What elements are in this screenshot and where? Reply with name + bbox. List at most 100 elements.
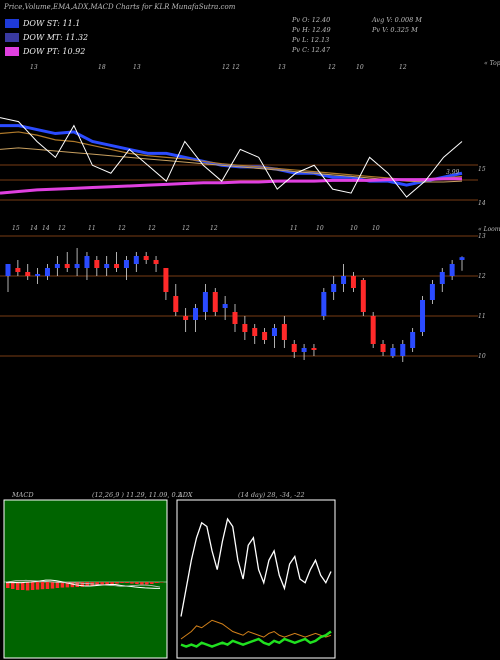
ema-axis-label: « Topo bbox=[484, 60, 500, 67]
price-date-label: 12 bbox=[148, 225, 156, 232]
macd-histogram-bar bbox=[55, 582, 60, 588]
macd-histogram-bar bbox=[50, 582, 55, 589]
price-date-label: 12 bbox=[210, 225, 218, 232]
macd-histogram-bar bbox=[130, 582, 134, 584]
candle-body bbox=[232, 312, 238, 324]
ema-date-label: 12 bbox=[328, 64, 336, 71]
adx-line bbox=[180, 517, 332, 617]
price-date-label: 12 bbox=[118, 225, 126, 232]
macd-histogram-bar bbox=[35, 582, 40, 590]
candle-body bbox=[64, 264, 70, 268]
macd-histogram-bar bbox=[45, 582, 50, 589]
macd-histogram-bar bbox=[95, 582, 99, 586]
ema-date-label: 12 bbox=[232, 64, 240, 71]
candle-body bbox=[449, 264, 455, 276]
candle-body bbox=[163, 268, 169, 292]
candle-body bbox=[212, 292, 218, 312]
ema-date-label: 12 bbox=[399, 64, 407, 71]
candle-body bbox=[281, 324, 287, 340]
candle-body bbox=[420, 300, 426, 332]
stat-pv-low: Pv L: 12.13 bbox=[292, 36, 330, 44]
price-date-label: 12 bbox=[58, 225, 66, 232]
candle-body bbox=[5, 264, 11, 276]
candle-body bbox=[193, 308, 199, 320]
macd-histogram-bar bbox=[85, 582, 89, 587]
price-date-label: 14 bbox=[30, 225, 38, 232]
ema-date-label: 10 bbox=[356, 64, 364, 71]
ema-date-label: 18 bbox=[98, 64, 106, 71]
candle-body bbox=[331, 284, 337, 292]
candle-body bbox=[242, 324, 248, 332]
macd-label: MACD bbox=[12, 491, 34, 499]
candle-body bbox=[390, 348, 396, 356]
macd-panel-frame bbox=[3, 499, 168, 659]
legend-label-pt: DOW PT: 10.92 bbox=[23, 46, 86, 56]
macd-histogram-bar bbox=[25, 582, 30, 591]
candle-body bbox=[25, 272, 31, 276]
candle-body bbox=[360, 280, 366, 312]
ema-y-label-14: 14 bbox=[478, 200, 486, 207]
candle-body bbox=[173, 296, 179, 312]
candle-body bbox=[74, 264, 80, 268]
candle-body bbox=[321, 292, 327, 316]
candle-body bbox=[311, 348, 317, 350]
legend-swatch-mt bbox=[5, 32, 19, 42]
price-date-label: 11 bbox=[88, 225, 96, 232]
ema-date-label: 13 bbox=[30, 64, 38, 71]
ema-line-price bbox=[0, 117, 463, 198]
chart-title: Price,Volume,EMA,ADX,MACD Charts for KLR… bbox=[4, 3, 236, 11]
candle-body bbox=[114, 264, 120, 268]
candle-body bbox=[271, 328, 277, 336]
adx-params: (14 day) 28, -34, -22 bbox=[238, 491, 305, 499]
candle-body bbox=[341, 276, 347, 284]
macd-histogram-bar bbox=[110, 582, 114, 584]
candle-body bbox=[291, 344, 297, 352]
candle-body bbox=[123, 260, 129, 268]
price-date-label: 15 bbox=[12, 225, 20, 232]
macd-histogram-bar bbox=[115, 582, 119, 584]
macd-histogram-bar bbox=[20, 582, 25, 590]
candle-body bbox=[44, 268, 50, 276]
ema-line-mid bbox=[0, 131, 463, 181]
macd-histogram-bar bbox=[6, 582, 10, 588]
stat-pv-close: Pv C: 12.47 bbox=[292, 46, 330, 54]
macd-histogram-bar bbox=[30, 582, 35, 590]
candle-body bbox=[35, 274, 41, 276]
ema-y-label-15: 15 bbox=[478, 166, 486, 173]
candle-body bbox=[252, 328, 258, 336]
candle-body bbox=[262, 332, 268, 340]
candle-body bbox=[104, 264, 110, 268]
macd-histogram-bar bbox=[105, 582, 109, 585]
legend-label-st: DOW ST: 11.1 bbox=[23, 18, 81, 28]
ema-line-pt bbox=[0, 177, 462, 195]
macd-params: (12,26,9 ) 11.29, 11.09, 0.2 bbox=[92, 491, 182, 499]
macd-histogram-bar bbox=[155, 582, 159, 583]
candle-body bbox=[15, 268, 21, 272]
macd-histogram-bar bbox=[10, 582, 15, 589]
legend-dow-mt: DOW MT: 11.32 bbox=[5, 31, 88, 43]
candle-body bbox=[400, 344, 406, 356]
legend-swatch-st bbox=[5, 18, 19, 28]
price-y-label: 13 bbox=[478, 233, 486, 240]
adx-panel-frame bbox=[176, 499, 336, 659]
ema-price-label: 3.99 bbox=[446, 169, 460, 176]
candle-body bbox=[153, 260, 159, 264]
macd-signal-line bbox=[5, 579, 161, 588]
macd-histogram-bar bbox=[135, 582, 139, 584]
stat-avg-vol: Avg V: 0.008 M bbox=[372, 16, 422, 24]
candle-body bbox=[84, 256, 90, 268]
candle-body bbox=[202, 292, 208, 312]
price-date-label: 14 bbox=[42, 225, 50, 232]
candle-body bbox=[459, 257, 465, 260]
legend-swatch-pt bbox=[5, 46, 19, 56]
macd-histogram-bar bbox=[150, 582, 154, 584]
candle-body bbox=[143, 256, 149, 260]
candle-body bbox=[54, 264, 60, 268]
legend-dow-pt: DOW PT: 10.92 bbox=[5, 45, 85, 57]
price-date-label: 10 bbox=[372, 225, 380, 232]
ema-date-label: 12 bbox=[222, 64, 230, 71]
price-date-label: 10 bbox=[350, 225, 358, 232]
candle-body bbox=[183, 316, 189, 320]
macd-histogram-bar bbox=[125, 582, 129, 583]
